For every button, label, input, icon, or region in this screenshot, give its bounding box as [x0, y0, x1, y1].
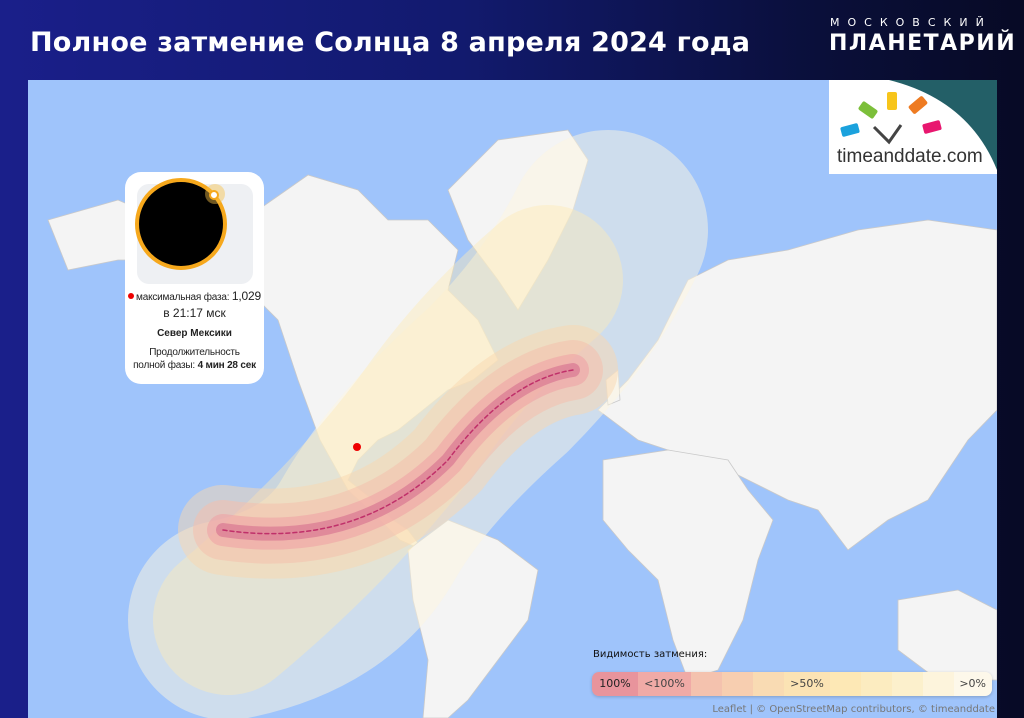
- visibility-legend: 100% <100% >50% >0%: [592, 672, 992, 696]
- page-title: Полное затмение Солнца 8 апреля 2024 год…: [30, 27, 751, 58]
- australia: [897, 589, 997, 681]
- eclipse-map[interactable]: timeanddate.com максимальная фаза: 1,029…: [28, 80, 997, 718]
- legend-swatch: [722, 672, 753, 696]
- max-phase-value: 1,029: [231, 289, 261, 303]
- red-dot-icon: [128, 293, 135, 299]
- legend-title: Видимость затмения:: [593, 649, 708, 660]
- eclipse-visibility-bands: [128, 130, 708, 718]
- brand-name: ПЛАНЕТАРИЙ: [829, 31, 1017, 56]
- map-layer: [47, 129, 997, 718]
- legend-label-100: 100%: [592, 672, 638, 696]
- logo-graphic: [840, 80, 997, 170]
- legend-swatch: [892, 672, 923, 696]
- totality-centerline: [222, 369, 574, 535]
- legend-swatch: [753, 672, 784, 696]
- africa: [602, 449, 774, 681]
- legend-label-over-50: >50%: [784, 672, 830, 696]
- legend-swatch: [923, 672, 954, 696]
- max-phase-label: максимальная фаза:: [136, 292, 230, 303]
- max-phase-time: в 21:17 мск: [163, 306, 226, 320]
- location: Север Мексики: [157, 328, 232, 339]
- duration-label-1: Продолжительность: [149, 347, 240, 358]
- max-phase-marker[interactable]: [353, 443, 361, 451]
- legend-swatch: [861, 672, 892, 696]
- duration-label-2: полной фазы:: [133, 360, 195, 371]
- duration-value: 4 мин 28 сек: [197, 360, 257, 371]
- max-phase-info-card: максимальная фаза: 1,029 в 21:17 мск Сев…: [125, 172, 264, 384]
- logo-text: timeanddate.com: [837, 146, 983, 167]
- map-attribution[interactable]: Leaflet | © OpenStreetMap contributors, …: [712, 704, 995, 715]
- timeanddate-logo[interactable]: timeanddate.com: [829, 80, 997, 174]
- legend-swatch: [691, 672, 722, 696]
- legend-label-over-0: >0%: [954, 672, 992, 696]
- eclipse-illustration: [135, 178, 253, 284]
- legend-swatch: [830, 672, 861, 696]
- brand-subtitle: МОСКОВСКИЙ: [830, 16, 992, 29]
- legend-label-under-100: <100%: [638, 672, 691, 696]
